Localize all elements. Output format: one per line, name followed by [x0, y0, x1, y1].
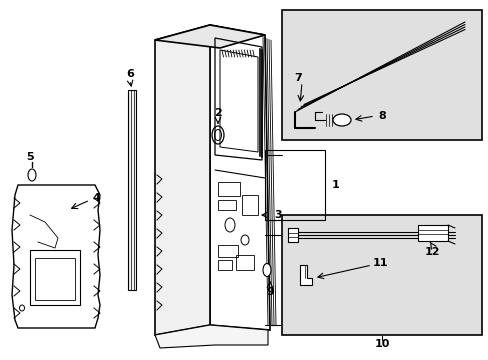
Text: 2: 2 [214, 108, 222, 118]
Text: 9: 9 [265, 287, 273, 297]
Polygon shape [155, 25, 209, 335]
Bar [218, 245, 238, 257]
Bar [218, 182, 240, 196]
Text: 10: 10 [373, 339, 389, 349]
Polygon shape [155, 25, 264, 48]
Bar [30, 250, 80, 305]
Text: 11: 11 [371, 258, 387, 268]
Ellipse shape [263, 264, 270, 276]
Polygon shape [299, 265, 311, 285]
Polygon shape [209, 25, 269, 330]
Bar [218, 200, 236, 210]
Ellipse shape [332, 114, 350, 126]
Bar [242, 195, 258, 215]
Bar [417, 225, 447, 241]
Text: 1: 1 [331, 180, 339, 190]
Text: 3: 3 [273, 210, 281, 220]
Bar [35, 258, 75, 300]
Text: 5: 5 [26, 152, 34, 162]
Polygon shape [12, 185, 100, 328]
Bar [236, 255, 253, 270]
Polygon shape [155, 325, 267, 348]
Text: 12: 12 [424, 247, 439, 257]
Text: 8: 8 [377, 111, 385, 121]
Bar [128, 90, 136, 290]
Text: 4: 4 [92, 193, 100, 203]
Bar [264, 150, 325, 220]
Text: 7: 7 [293, 73, 301, 83]
Bar [287, 228, 297, 242]
Bar [282, 10, 481, 140]
Text: 6: 6 [126, 69, 134, 79]
Bar [282, 215, 481, 335]
Bar [218, 260, 231, 270]
